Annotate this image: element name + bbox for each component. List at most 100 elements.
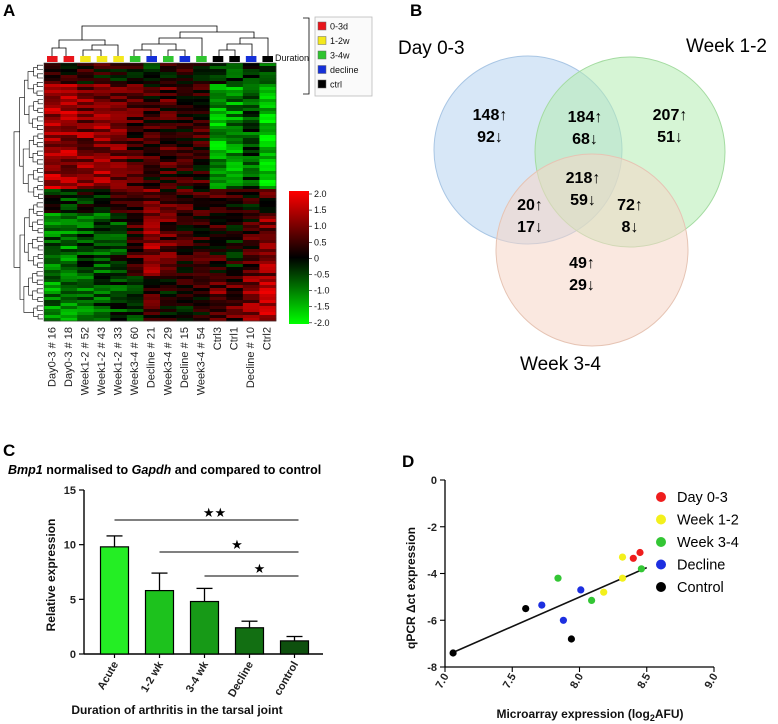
heatmap-cell: [242, 105, 260, 109]
heatmap-cell: [110, 66, 128, 70]
heatmap-cell: [242, 78, 260, 82]
heatmap-cell: [60, 147, 78, 151]
heatmap-cell: [93, 162, 111, 166]
heatmap-cell: [160, 87, 177, 91]
heatmap-cell: [176, 213, 194, 217]
heatmap-cell: [209, 189, 227, 193]
heatmap-cell: [242, 243, 260, 247]
heatmap-cell: [259, 141, 277, 145]
heatmap-cell: [126, 297, 144, 301]
heatmap-cell: [93, 258, 111, 262]
heatmap-cell: [209, 282, 227, 286]
heatmap-cell: [77, 279, 95, 283]
heatmap-cell: [259, 237, 277, 241]
heatmap-cell: [126, 69, 144, 73]
heatmap-cell: [160, 150, 177, 154]
heatmap-cell: [226, 96, 244, 100]
bar: [99, 546, 130, 655]
heatmap-cell: [93, 135, 111, 139]
heatmap-cell: [242, 72, 260, 76]
heatmap-cell: [44, 195, 61, 199]
heatmap-cell: [93, 282, 111, 286]
heatmap-cell: [160, 234, 177, 238]
heatmap-cell: [176, 207, 194, 211]
scatter-y-tick-label: -8: [427, 662, 437, 674]
heatmap-cell: [176, 132, 194, 136]
heatmap-cell: [143, 153, 161, 157]
heatmap-cell: [160, 90, 177, 94]
heatmap-cell: [209, 180, 227, 184]
heatmap-cell: [160, 138, 177, 142]
venn-down-count: 29↓: [569, 277, 595, 294]
dendrogram-branch: [36, 236, 43, 242]
heatmap-cell: [44, 132, 61, 136]
heatmap-cell: [143, 228, 161, 232]
duration-marker: [96, 56, 108, 62]
heatmap-cell: [176, 258, 194, 262]
heatmap-cell: [93, 255, 111, 259]
heatmap-cell: [226, 120, 244, 124]
heatmap-cell: [93, 132, 111, 136]
heatmap-cell: [226, 306, 244, 310]
heatmap-cell: [143, 201, 161, 205]
venn-set-label: Day 0-3: [398, 38, 465, 59]
heatmap-cell: [126, 306, 144, 310]
heatmap-cell: [126, 129, 144, 133]
dendrogram-branch: [37, 297, 43, 302]
heatmap-cell: [209, 246, 227, 250]
heatmap-cell: [193, 195, 211, 199]
heatmap-cell: [193, 93, 211, 97]
heatmap-cell: [143, 123, 161, 127]
heatmap-cell: [143, 255, 161, 259]
heatmap-cell: [110, 231, 128, 235]
heatmap-cell: [193, 315, 211, 319]
heatmap-cell: [242, 93, 260, 97]
heatmap-cell: [226, 93, 244, 97]
column-dendrogram: [51, 25, 269, 56]
heatmap-cell: [242, 153, 260, 157]
heatmap-cell: [242, 114, 260, 118]
heatmap-cell: [176, 252, 194, 256]
heatmap-cell: [143, 63, 161, 67]
heatmap-cell: [193, 219, 211, 223]
heatmap-cell: [209, 198, 227, 202]
heatmap-cell: [160, 276, 177, 280]
heatmap-cell: [93, 150, 111, 154]
heatmap-cell: [110, 144, 128, 148]
heatmap-cell: [93, 222, 111, 226]
heatmap-cell: [259, 117, 277, 121]
heatmap-cell: [110, 213, 128, 217]
heatmap-cell: [226, 126, 244, 130]
dendrogram-branch: [19, 234, 25, 300]
heatmap-cell: [176, 138, 194, 142]
heatmap-cell: [209, 132, 227, 136]
heatmap-cell: [126, 120, 144, 124]
sample-label: Day0-3 # 18: [63, 327, 75, 387]
heatmap-cell: [242, 282, 260, 286]
heatmap-cell: [44, 78, 61, 82]
heatmap-cell: [209, 162, 227, 166]
heatmap-cell: [209, 252, 227, 256]
heatmap-cell: [209, 147, 227, 151]
bar-category-label: 3-4 wk: [184, 659, 212, 695]
dendrogram-branch: [37, 116, 43, 122]
heatmap-cell: [176, 222, 194, 226]
heatmap-cell: [176, 216, 194, 220]
heatmap-cell: [226, 117, 244, 121]
heatmap-cell: [193, 75, 211, 79]
heatmap-cell: [176, 312, 194, 316]
heatmap-cell: [242, 273, 260, 277]
bar: [279, 640, 310, 655]
heatmap-cell: [226, 267, 244, 271]
heatmap-cell: [44, 219, 61, 223]
heatmap-cell: [209, 66, 227, 70]
legend-label: Week 1-2: [677, 513, 739, 529]
heatmap-cell: [110, 201, 128, 205]
heatmap-cell: [110, 150, 128, 154]
heatmap-cell: [126, 303, 144, 307]
legend-label: 3-4w: [330, 51, 350, 61]
heatmap-cell: [77, 210, 95, 214]
heatmap-cell: [143, 135, 161, 139]
heatmap-cell: [110, 141, 128, 145]
heatmap-cell: [193, 183, 211, 187]
